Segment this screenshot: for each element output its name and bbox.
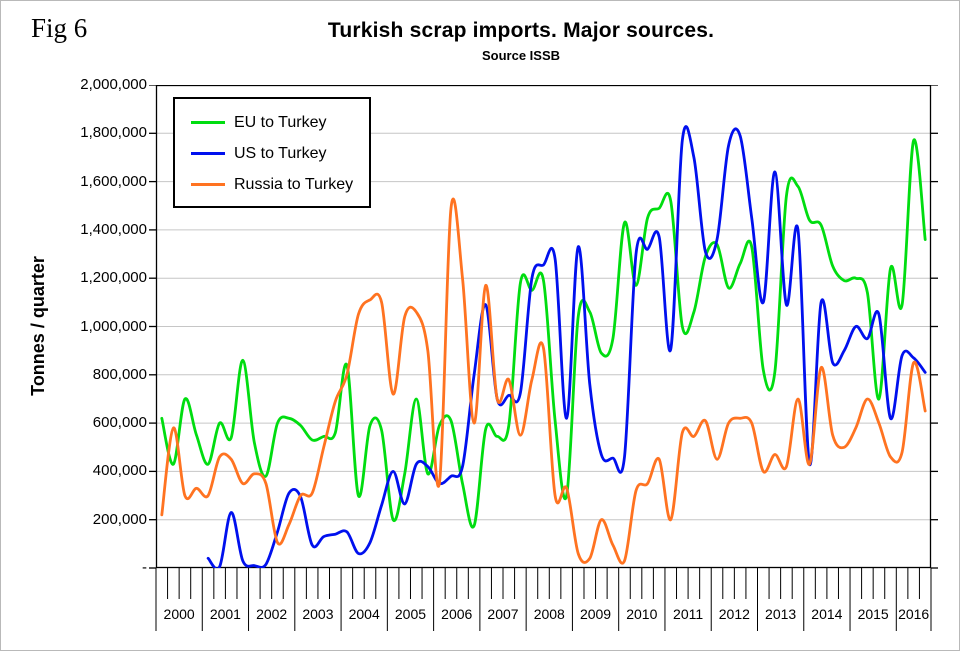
legend-label: US to Turkey <box>234 144 327 162</box>
y-axis-tick-label: 200,000 <box>92 510 147 528</box>
y-axis-tick-label: 1,400,000 <box>80 220 147 238</box>
chart-title: Turkish scrap imports. Major sources. <box>327 19 715 42</box>
legend-item: EU to Turkey <box>191 107 369 138</box>
x-axis-year-label: 2012 <box>718 606 750 622</box>
x-axis-year-label: 2001 <box>209 606 241 622</box>
x-axis-year-label: 2004 <box>348 606 380 622</box>
legend-item: US to Turkey <box>191 138 369 169</box>
plot-border <box>155 85 932 569</box>
x-axis-year-label: 2013 <box>765 606 797 622</box>
y-axis-tick-label: 600,000 <box>92 414 147 432</box>
legend-line-swatch <box>191 121 225 124</box>
x-axis-year-label: 2007 <box>487 606 519 622</box>
x-axis-year-label: 2016 <box>898 606 930 622</box>
x-axis-year-label: 2014 <box>811 606 843 622</box>
figure-number: Fig 6 <box>31 13 88 43</box>
plot-area <box>149 85 938 631</box>
x-axis-year-label: 2003 <box>302 606 334 622</box>
x-axis-year-label: 2009 <box>579 606 612 622</box>
x-axis-year-label: 2011 <box>673 606 704 622</box>
x-axis-year-label: 2006 <box>441 606 473 622</box>
series-line-eu-to-turkey <box>160 138 927 529</box>
legend-label: EU to Turkey <box>234 113 327 131</box>
y-axis-tick-label: 1,800,000 <box>80 124 147 142</box>
y-axis-tick-label: - <box>142 559 147 576</box>
x-axis-year-label: 2005 <box>394 606 427 622</box>
x-axis-year-label: 2008 <box>533 606 565 622</box>
y-axis-tick-label: 2,000,000 <box>80 76 147 93</box>
legend: EU to Turkey US to Turkey Russia to Turkey <box>173 97 371 208</box>
x-axis-year-label: 2015 <box>857 606 889 622</box>
y-axis-tick-label: 1,000,000 <box>80 317 147 335</box>
y-axis-tick-label: 1,200,000 <box>80 269 147 287</box>
legend-item: Russia to Turkey <box>191 169 369 200</box>
x-axis-year-label: 2010 <box>626 606 658 622</box>
legend-line-swatch <box>191 152 225 155</box>
x-axis-year-label: 2002 <box>256 606 288 622</box>
y-axis-tick-label: 400,000 <box>92 462 147 480</box>
series-line-us-to-turkey <box>206 125 927 568</box>
y-axis-tick-label: 800,000 <box>92 365 147 383</box>
series-line-russia-to-turkey <box>160 197 927 565</box>
x-axis-year-label: 2000 <box>163 606 195 622</box>
chart-subtitle: Source ISSB <box>481 48 561 63</box>
y-axis-tick-label: 1,600,000 <box>80 172 147 190</box>
legend-line-swatch <box>191 183 225 186</box>
legend-label: Russia to Turkey <box>234 175 354 193</box>
